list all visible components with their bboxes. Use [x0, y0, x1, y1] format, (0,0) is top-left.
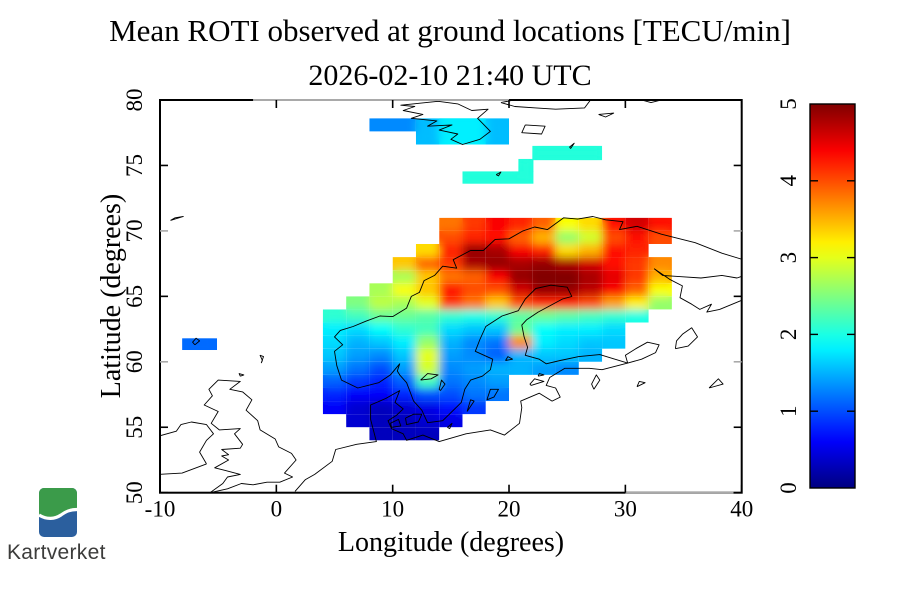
x-tick-label: -10 — [145, 497, 176, 522]
colorbar-tick-label: 2 — [776, 329, 801, 341]
chart-title: Mean ROTI observed at ground locations [… — [109, 13, 791, 48]
colorbar-tick-label: 4 — [776, 175, 801, 187]
kartverket-wordmark: Kartverket — [7, 541, 106, 564]
x-tick-label: 20 — [498, 497, 521, 522]
coastline-mainland-europe-scandinavia — [294, 216, 742, 492]
coastline-aland — [505, 356, 513, 361]
y-tick-label: 80 — [122, 89, 147, 112]
coastline-great-britain — [203, 379, 297, 493]
coastline-ireland — [160, 421, 214, 475]
coastline-lake-vanern — [420, 373, 439, 381]
coastline-oland — [466, 399, 475, 412]
x-tick-label: 40 — [730, 497, 753, 522]
coastline-bornholm — [447, 422, 453, 430]
colorbar-tick-label: 5 — [776, 98, 801, 110]
coastline-nordaustlandet — [500, 100, 591, 110]
coastline-fyn — [389, 418, 402, 428]
x-tick-label: 30 — [614, 497, 637, 522]
y-tick-label: 65 — [122, 285, 147, 308]
axis-tick-labels: -10 0 10 20 30 40 50 55 60 65 70 75 80 — [122, 89, 753, 522]
coastline-lake-onega — [674, 327, 698, 350]
heatmap-smoothed — [182, 118, 672, 441]
colorbar-tick-label: 3 — [776, 252, 801, 264]
y-tick-label: 55 — [122, 416, 147, 439]
y-axis-label: Latitude (degrees) — [96, 193, 127, 399]
chart-subtitle: 2026-02-10 21:40 UTC — [308, 59, 592, 92]
y-tick-label: 50 — [122, 481, 147, 504]
coastline-gotland — [486, 388, 499, 401]
coastline-layer — [160, 100, 742, 493]
y-tick-label: 75 — [122, 154, 147, 177]
coastline-lake-vattern — [438, 379, 446, 391]
coastline-jan-mayen — [170, 216, 184, 221]
coastline-hopen — [569, 142, 575, 149]
coastline-saaremaa — [529, 378, 545, 386]
coastline-kong-karls-land — [598, 112, 615, 118]
coastline-kvitoya — [641, 100, 662, 104]
coastline-spitsbergen — [400, 100, 491, 145]
colorbar-tick-label: 1 — [776, 405, 801, 417]
coastline-zealand — [405, 413, 423, 426]
coastline-shetland — [259, 354, 264, 364]
x-tick-label: 0 — [271, 497, 283, 522]
coastline-bjornoya — [495, 171, 502, 177]
coastline-faroe-islands — [192, 337, 201, 346]
y-tick-label: 60 — [122, 350, 147, 373]
roti-heatmap-layer — [182, 118, 672, 441]
colorbar-gradient — [809, 103, 856, 489]
coastline-hiiumaa — [537, 373, 545, 377]
axis-ticks — [159, 99, 743, 494]
coastline-edgeoya — [521, 124, 546, 135]
coastline-orkney — [238, 373, 245, 377]
coastline-lake-ilmen — [636, 380, 646, 388]
coastline-lake-peipus — [591, 374, 601, 390]
colorbar: 0 1 2 3 4 5 — [776, 98, 856, 494]
coastline-rybinsk — [708, 378, 724, 389]
logo-white-wave — [39, 507, 77, 520]
x-tick-label: 10 — [381, 497, 404, 522]
colorbar-tick-label: 0 — [776, 482, 801, 494]
y-tick-label: 70 — [122, 219, 147, 242]
coastline-lake-ladoga — [624, 341, 660, 364]
kartverket-logo — [39, 488, 77, 537]
x-axis-label: Longitude (degrees) — [337, 527, 565, 558]
